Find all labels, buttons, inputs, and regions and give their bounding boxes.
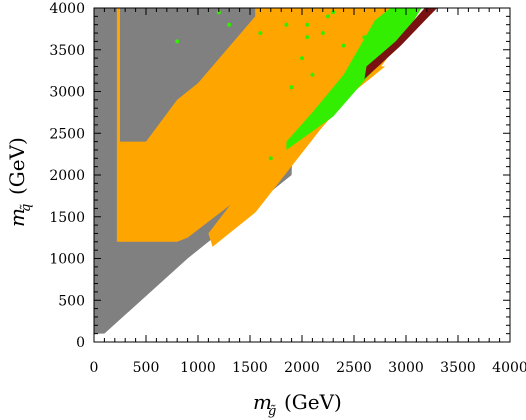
series-2-point-35 xyxy=(362,10,367,15)
series-3-point-16 xyxy=(326,14,330,19)
series-3-point-17 xyxy=(284,22,289,27)
series-2-point-30 xyxy=(258,139,263,144)
data-marks xyxy=(94,8,438,334)
series-2-point-32 xyxy=(352,31,356,36)
y-tick-label: 1000 xyxy=(49,252,85,268)
scatter-series-group xyxy=(94,8,438,334)
axis-ticks xyxy=(93,7,511,343)
y-tick-label: 3500 xyxy=(49,43,85,59)
series-2-point-18 xyxy=(300,64,304,69)
series-2-point-3 xyxy=(135,231,140,236)
x-tick-label: 1500 xyxy=(232,360,268,376)
series-2-point-24 xyxy=(268,97,273,102)
series-2-point-12 xyxy=(196,114,200,119)
series-2-point-10 xyxy=(154,202,159,207)
series-2-point-14 xyxy=(232,81,237,86)
series-4-point-cloud-1 xyxy=(364,8,438,79)
series-3-point-7 xyxy=(320,31,325,36)
scatter-series-4 xyxy=(364,8,438,79)
series-2-point-11 xyxy=(164,210,169,215)
series-2-point-23 xyxy=(346,22,351,27)
series-3-point-12 xyxy=(372,43,377,48)
series-3-point-15 xyxy=(305,22,310,27)
series-2-point-cloud-1 xyxy=(116,8,417,242)
x-tick-label: 3000 xyxy=(388,360,424,376)
x-tick-label: 0 xyxy=(90,360,99,376)
series-2-point-33 xyxy=(326,56,330,61)
series-3-point-9 xyxy=(289,85,294,90)
series-3-point-8 xyxy=(310,72,315,77)
y-tick-label: 1500 xyxy=(49,210,85,226)
series-2-point-17 xyxy=(289,35,294,40)
series-3-point-2 xyxy=(227,22,232,27)
series-2-point-6 xyxy=(141,216,146,221)
series-2-point-2 xyxy=(128,223,133,228)
series-3-point-13 xyxy=(341,43,346,48)
x-axis-label-unit: (GeV) xyxy=(284,390,342,414)
y-tick-label: 3000 xyxy=(49,85,85,101)
series-3-point-14 xyxy=(216,10,221,15)
y-tick-label: 500 xyxy=(58,293,85,309)
y-axis-label-unit: (GeV) xyxy=(5,137,29,195)
series-3-point-3 xyxy=(258,31,263,36)
y-tick-label: 4000 xyxy=(49,1,85,17)
series-2-point-25 xyxy=(263,118,268,123)
series-3-point-10 xyxy=(268,156,273,161)
x-tick-label: 2500 xyxy=(336,360,372,376)
series-3-point-cloud-1 xyxy=(286,8,422,150)
series-2-point-7 xyxy=(149,223,154,228)
x-tick-label: 4000 xyxy=(492,360,526,376)
y-tick-label: 2000 xyxy=(49,168,85,184)
x-tick-label: 1000 xyxy=(180,360,216,376)
series-3-point-11 xyxy=(362,35,367,40)
series-2-point-21 xyxy=(331,22,336,27)
series-2-point-cloud-2 xyxy=(208,66,386,251)
series-2-point-28 xyxy=(279,156,284,161)
x-tick-label: 3500 xyxy=(440,360,476,376)
series-2-point-5 xyxy=(128,214,133,219)
series-3-point-1 xyxy=(175,39,180,44)
y-tick-label: 0 xyxy=(76,335,85,351)
series-2-point-31 xyxy=(341,47,346,52)
series-2-point-13 xyxy=(216,97,221,102)
x-axis-label-symbol: m xyxy=(253,390,272,414)
series-2-point-16 xyxy=(279,64,284,69)
y-axis-label: m q̃ (GeV) xyxy=(5,137,34,227)
x-axis-label: m g̃ (GeV) xyxy=(253,390,342,419)
series-2-point-22 xyxy=(315,14,320,19)
series-2-point-4 xyxy=(144,235,148,240)
series-2-point-19 xyxy=(310,47,315,52)
series-2-point-29 xyxy=(268,122,273,127)
y-axis-label-symbol: m xyxy=(5,208,29,227)
tick-labels: 0 500 1000 1500 2000 2500 3000 3500 4000 0 500 1000… xyxy=(49,1,526,376)
series-3-point-5 xyxy=(305,35,310,40)
series-2-point-1 xyxy=(123,231,128,236)
series-2-point-9 xyxy=(138,198,143,203)
series-3-point-4 xyxy=(331,10,336,15)
y-axis-label-subscript: q̃ xyxy=(19,204,34,212)
x-axis-label-subscript: g̃ xyxy=(268,404,276,419)
series-2-point-15 xyxy=(258,77,263,81)
x-tick-label: 500 xyxy=(133,360,160,376)
series-3-point-6 xyxy=(300,56,304,61)
scatter-series-3 xyxy=(175,8,422,161)
x-tick-label: 2000 xyxy=(284,360,320,376)
series-2-point-26 xyxy=(248,131,252,136)
series-2-point-8 xyxy=(123,198,128,203)
y-tick-label: 2500 xyxy=(49,126,85,142)
